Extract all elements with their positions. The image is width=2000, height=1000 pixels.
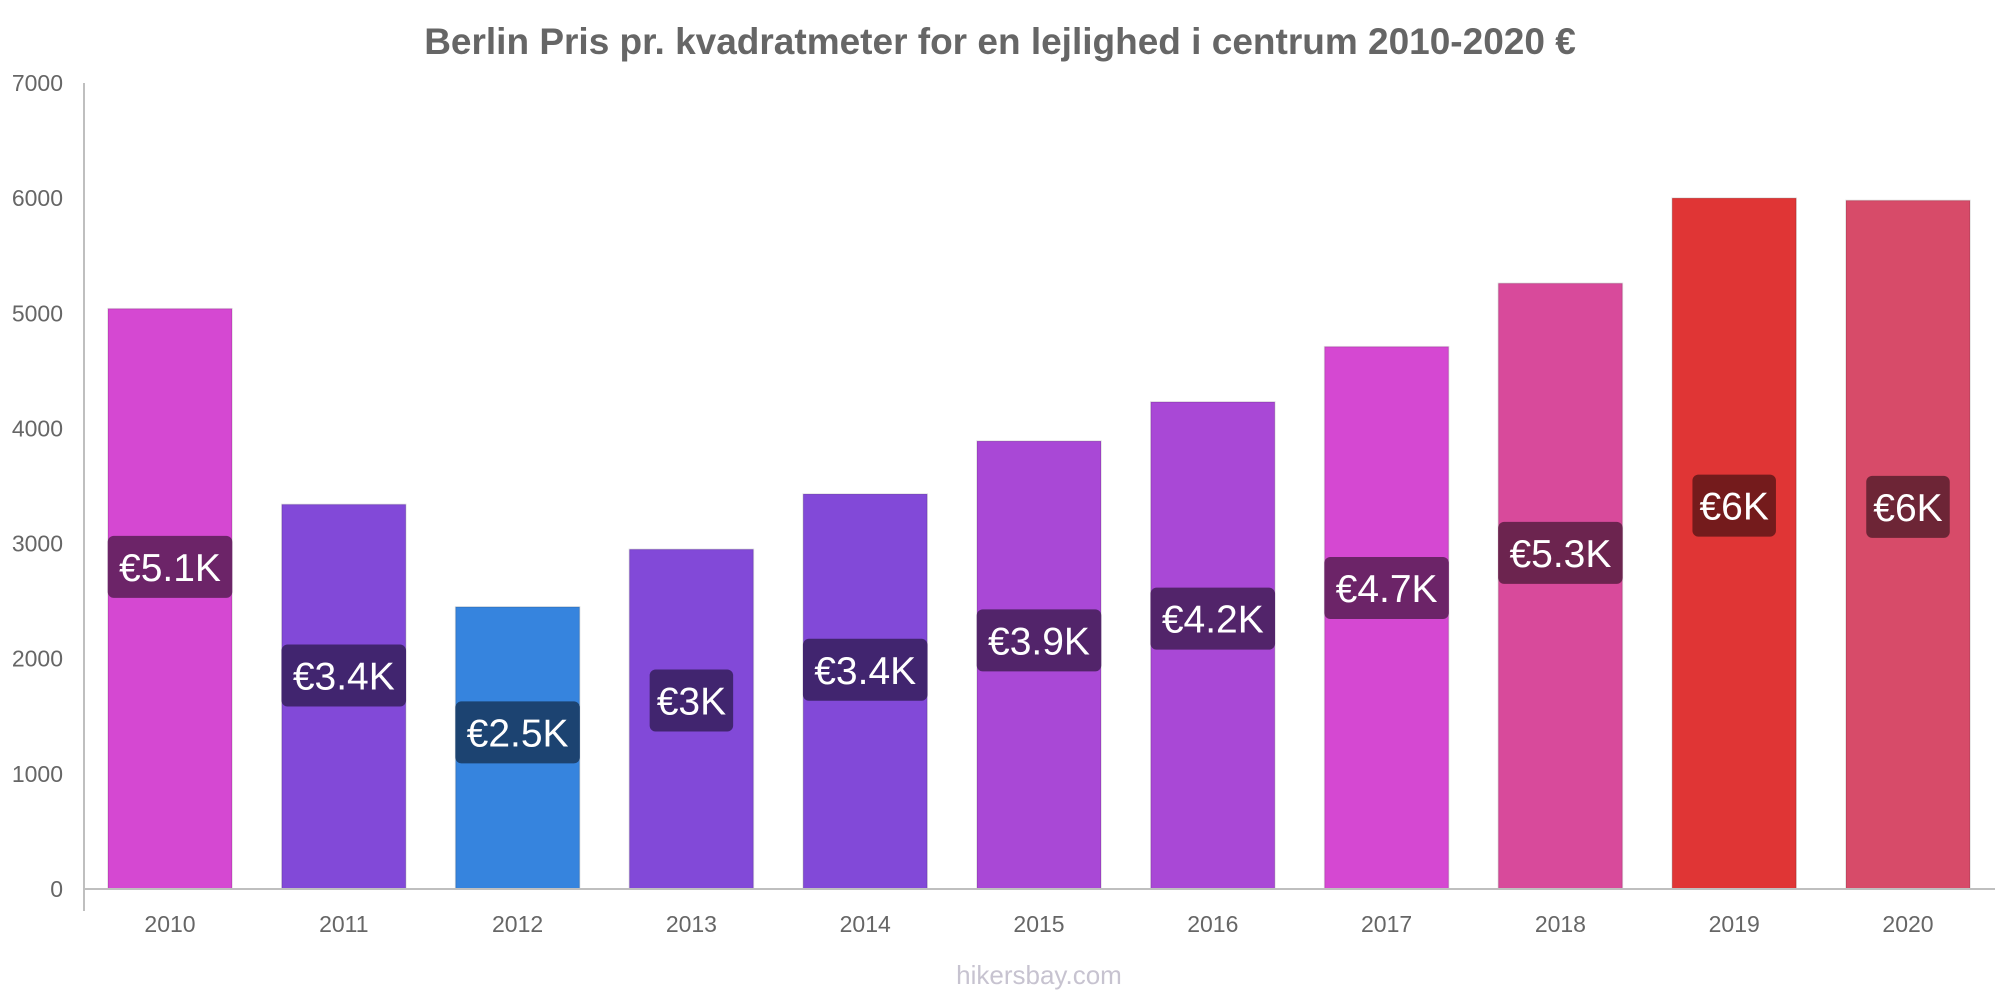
data-label-badge: [976, 609, 1102, 672]
y-tick-label: 1000: [12, 761, 63, 787]
data-label: €4.7K: [1336, 568, 1438, 611]
data-label: €5.3K: [1509, 533, 1611, 576]
x-tick-label: 2015: [1013, 911, 1064, 937]
x-tick-label: 2020: [1882, 911, 1933, 937]
y-tick-label: 4000: [12, 415, 63, 441]
x-tick-label: 2017: [1361, 911, 1412, 937]
data-label-badge: [1692, 474, 1776, 537]
data-label-badge: [1324, 557, 1449, 620]
data-label-badge: [1498, 521, 1623, 584]
data-label-badge: [1150, 587, 1276, 650]
y-tick-label: 5000: [12, 300, 63, 326]
data-label-badge: [281, 644, 407, 707]
x-tick-label: 2011: [319, 911, 368, 937]
bar-2019: [1671, 197, 1797, 890]
watermark: hikersbay.com: [956, 960, 1122, 990]
data-label: €3.9K: [988, 620, 1090, 663]
y-axis: 0 1000 2000 3000 4000 5000 6000 7000: [12, 70, 85, 911]
data-label-badge: [107, 535, 233, 598]
x-tick-label: 2012: [492, 911, 543, 937]
y-tick-label: 3000: [12, 531, 63, 557]
data-label: €5.1K: [119, 547, 221, 590]
data-label-badge: [1866, 475, 1950, 538]
y-tick-label: 7000: [12, 70, 63, 96]
data-label-badge: [455, 701, 580, 764]
x-tick-label: 2010: [144, 911, 195, 937]
bars-group: [107, 197, 1971, 890]
data-label: €6K: [1873, 487, 1942, 530]
data-label: €6K: [1699, 486, 1768, 529]
x-axis: 2010 2011 2012 2013 2014 2015 2016 2017 2018 2019…: [84, 888, 1995, 937]
y-tick-label: 6000: [12, 185, 63, 211]
bar-2020: [1845, 199, 1971, 890]
data-label-badge: [649, 669, 734, 732]
x-tick-label: 2014: [840, 911, 891, 937]
y-tick-label: 2000: [12, 646, 63, 672]
bar-2018: [1497, 282, 1624, 890]
y-tick-label: 0: [50, 876, 63, 902]
data-label: €2.5K: [467, 712, 569, 755]
data-label: €4.2K: [1162, 599, 1264, 642]
x-tick-label: 2019: [1709, 911, 1760, 937]
x-tick-label: 2018: [1535, 911, 1586, 937]
data-label: €3.4K: [293, 656, 395, 699]
bar-2010: [107, 307, 233, 890]
data-label: €3K: [657, 680, 726, 723]
chart-title: Berlin Pris pr. kvadratmeter for en lejl…: [424, 21, 1576, 62]
data-labels-group: €5.1K €3.4K €2.5K €3K €3.4K €3.9K €4.2K €4.7K €5…: [107, 474, 1950, 764]
x-tick-label: 2016: [1187, 911, 1238, 937]
x-tick-label: 2013: [666, 911, 717, 937]
data-label-badge: [802, 638, 928, 701]
data-label: €3.4K: [814, 650, 916, 693]
